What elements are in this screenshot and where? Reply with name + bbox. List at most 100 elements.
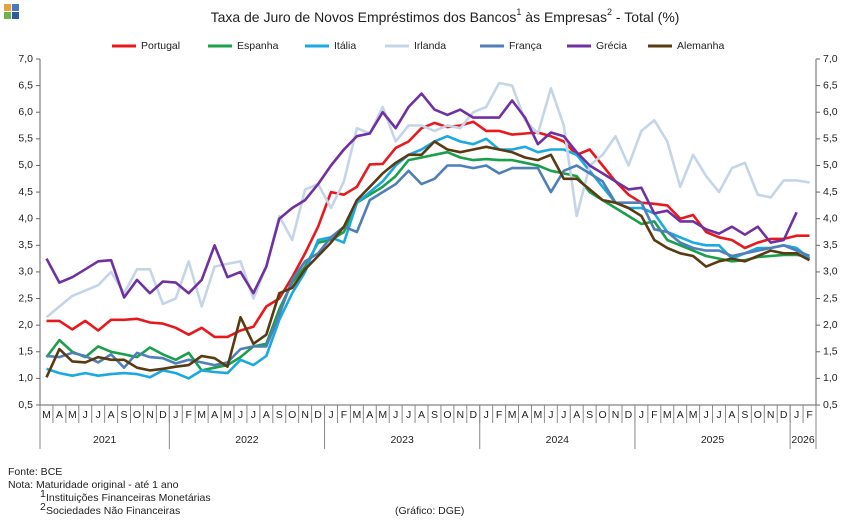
y-tick-label: 4,5: [18, 186, 33, 198]
x-tick-label: M: [352, 409, 361, 421]
y2-tick-label: 1,5: [823, 346, 838, 358]
y-tick-label: 5,0: [18, 159, 33, 171]
footnote-mark: 2: [40, 501, 46, 513]
x-tick-label: M: [534, 409, 543, 421]
x-tick-label: O: [443, 409, 451, 421]
x-tick-label: D: [314, 409, 322, 421]
x-tick-label: F: [341, 409, 347, 421]
x-tick-label: J: [328, 409, 333, 421]
x-tick-label: J: [703, 409, 708, 421]
x-tick-label: J: [716, 409, 721, 421]
title-superscript: 2: [607, 7, 612, 17]
series-line: [46, 120, 810, 339]
x-tick-label: J: [238, 409, 243, 421]
x-tick-label: J: [96, 409, 101, 421]
title-superscript: 1: [516, 7, 521, 17]
x-tick-label: D: [780, 409, 788, 421]
x-tick-label: D: [625, 409, 633, 421]
x-tick-label: M: [197, 409, 206, 421]
legend-label: França: [509, 40, 542, 52]
credit: (Gráfico: DGE): [395, 505, 464, 517]
legend-label: Portugal: [141, 40, 180, 52]
series-line: [45, 81, 810, 319]
y-tick-label: 6,5: [18, 79, 33, 91]
x-tick-label: N: [146, 409, 154, 421]
y2-tick-label: 7,0: [823, 53, 838, 65]
x-tick-label: J: [794, 409, 799, 421]
x-tick-label: J: [173, 409, 178, 421]
x-tick-label: N: [612, 409, 620, 421]
y-tick-label: 6,0: [18, 106, 33, 118]
x-tick-label: S: [431, 409, 438, 421]
legend-label: Irlanda: [414, 40, 446, 52]
x-tick-label: M: [689, 409, 698, 421]
y2-tick-label: 4,5: [823, 186, 838, 198]
x-tick-label: S: [276, 409, 283, 421]
note: Nota: Maturidade original - até 1 ano: [8, 479, 179, 491]
year-label: 2024: [546, 434, 570, 446]
x-tick-label: J: [406, 409, 411, 421]
y-tick-label: 1,0: [18, 372, 33, 384]
x-tick-label: A: [573, 409, 580, 421]
x-tick-label: J: [548, 409, 553, 421]
x-tick-label: D: [469, 409, 477, 421]
y2-tick-label: 2,5: [823, 292, 838, 304]
title-part: às Empresas: [521, 9, 607, 25]
y-tick-label: 5,5: [18, 133, 33, 145]
x-tick-label: F: [651, 409, 657, 421]
x-tick-label: A: [521, 409, 528, 421]
series-line: [45, 140, 811, 378]
x-tick-label: A: [56, 409, 63, 421]
y-tick-label: 4,0: [18, 212, 33, 224]
y-tick-label: 7,0: [18, 53, 33, 65]
y2-tick-label: 0,5: [823, 399, 838, 411]
chart-title: Taxa de Juro de Novos Empréstimos dos Ba…: [211, 7, 680, 24]
x-tick-label: J: [251, 409, 256, 421]
x-tick-label: M: [663, 409, 672, 421]
y2-tick-label: 1,0: [823, 372, 838, 384]
series-line: [45, 150, 810, 372]
y-tick-label: 2,5: [18, 292, 33, 304]
x-tick-label: O: [599, 409, 607, 421]
year-label: 2022: [235, 434, 259, 446]
legend-label: Alemanha: [677, 40, 724, 52]
x-tick-label: O: [754, 409, 762, 421]
x-tick-label: A: [108, 409, 115, 421]
x-tick-label: A: [677, 409, 684, 421]
y2-tick-label: 4,0: [823, 212, 838, 224]
x-tick-label: A: [211, 409, 218, 421]
x-tick-label: N: [767, 409, 775, 421]
x-tick-label: M: [378, 409, 387, 421]
y-tick-label: 3,5: [18, 239, 33, 251]
year-label: 2023: [390, 434, 414, 446]
x-tick-label: A: [263, 409, 270, 421]
x-tick-label: S: [121, 409, 128, 421]
year-label: 2025: [701, 434, 725, 446]
y2-tick-label: 3,5: [823, 239, 838, 251]
x-tick-label: A: [418, 409, 425, 421]
x-tick-label: M: [42, 409, 51, 421]
x-tick-label: O: [288, 409, 296, 421]
y-tick-label: 1,5: [18, 346, 33, 358]
x-tick-label: F: [496, 409, 502, 421]
x-tick-label: A: [728, 409, 735, 421]
x-tick-label: F: [186, 409, 192, 421]
year-label: 2021: [93, 434, 117, 446]
x-tick-label: M: [508, 409, 517, 421]
footnote-mark: 1: [40, 488, 46, 500]
x-tick-label: J: [484, 409, 489, 421]
legend-label: Itália: [334, 40, 356, 52]
series-line: [45, 92, 798, 299]
y2-tick-label: 5,0: [823, 159, 838, 171]
y2-tick-label: 6,0: [823, 106, 838, 118]
x-tick-label: A: [366, 409, 373, 421]
footnote-text: Instituições Financeiras Monetárias: [46, 492, 211, 504]
x-tick-label: N: [301, 409, 309, 421]
x-tick-label: O: [133, 409, 141, 421]
x-tick-label: M: [68, 409, 77, 421]
x-tick-label: M: [223, 409, 232, 421]
title-part: Taxa de Juro de Novos Empréstimos dos Ba…: [211, 9, 517, 25]
logo: [4, 4, 19, 19]
y-tick-label: 2,0: [18, 319, 33, 331]
